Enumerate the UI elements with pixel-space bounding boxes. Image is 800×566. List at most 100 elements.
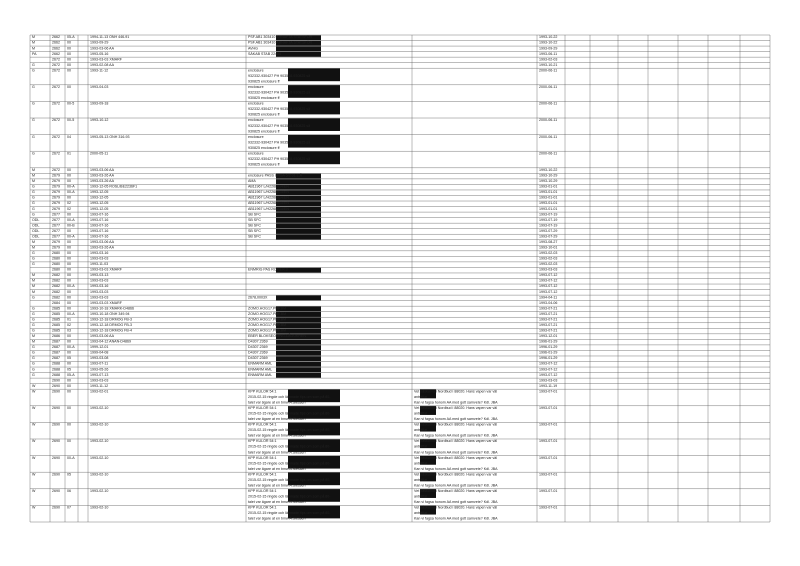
cell-text: 1993-09-29 [539,46,557,50]
cell-text: 02 [67,207,71,211]
cell-text: Kan vi fagsa honom AA med gott samvete? … [414,434,498,438]
cell-text: talet var ägare at en bmw A.Siessen [248,517,306,521]
cell-text: 2690 [52,456,60,460]
cell-text: G [32,201,35,205]
cell-text: 00 [67,406,71,410]
cell-text: 1996-01-29 [539,345,557,349]
cell-text: talet var ägare at en bmw A.Siessen [248,434,306,438]
cell-text: D4307.2369 [248,345,268,349]
cell-text: W [32,456,36,460]
cell-text: 00-A [67,345,75,349]
cell-text: G [32,295,35,299]
redaction [276,51,321,57]
cell-text: Kan vi fagsa honom AA med gott samvete? … [414,450,498,454]
cell-text: 2662 [52,35,60,39]
cell-text: Vet påskurna i Nordbud i 88020. Hans vap… [414,472,497,476]
cell-text: 2688 [52,373,60,377]
cell-text: AB11967 L/H226L/G4/EN [248,185,289,189]
cell-text: 1993-02-10 [90,489,108,493]
cell-text: 2680 [52,251,60,255]
cell-text: PA [32,52,37,56]
cell-text: anträffat [414,461,427,465]
cell-text: 2690 [52,384,60,388]
cell-text: 1993-01-01 [539,201,557,205]
cell-text: 00 [67,240,71,244]
cell-text: W [32,439,36,443]
redaction [420,505,436,515]
cell-text: 1993-10-22 [539,41,557,45]
cell-text: 1993-03-03 XMARF [90,57,123,61]
cell-text: 1993-01-01 [539,196,557,200]
cell-text: 2015-02-15 ringde och lämnade tips om so… [248,412,331,416]
cell-text: ODL [32,223,39,227]
cell-text: 2687 [52,345,60,349]
cell-text: SÄKAB STAB 22466 [248,52,281,56]
cell-text: 2679 [52,246,60,250]
cell-text: 00 [67,340,71,344]
cell-text: 1993-03-08 [90,356,108,360]
cell-text: 2690 [52,489,60,493]
cell-text: enclosure [248,102,264,106]
cell-text: anträffat [414,395,427,399]
cell-text: 1993-07-12 [539,373,557,377]
cell-text: ENMARM AML [248,373,272,377]
cell-text: 1993-07-01 [539,389,557,393]
cell-text: 1994-11-13 ONH 446-91 [90,35,129,39]
cell-text: 2677 [52,229,60,233]
cell-text: AVHG [248,46,258,50]
cell-text: 930825 enclosure ff [248,146,280,150]
cell-text: 1996-01-29 [539,351,557,355]
cell-text: 2687 [52,340,60,344]
cell-text: 1993-07-21 [539,317,557,321]
cell-text: 2690 [52,439,60,443]
cell-text: G [32,362,35,366]
cell-text: 1993-01-01 [539,207,557,211]
cell-text: 1993-07-12 [539,362,557,366]
cell-text: 1993-02-03 [539,257,557,261]
cell-text: 2672 [52,118,60,122]
cell-text: 1993-06-11 [539,52,557,56]
cell-text: M [32,284,35,288]
cell-text: 1993-11-03 [90,262,108,266]
cell-text: 1993-04-12 ANAN-D4869 [90,340,131,344]
cell-text: 1996-01-29 [539,340,557,344]
cell-text: 1993-07-12 [539,284,557,288]
cell-text: 2677 [52,212,60,216]
cell-text: 2672 [52,63,60,67]
cell-text: anträffat [414,495,427,499]
cell-text: SB SFC [248,223,261,227]
cell-text: KPP KULOR 54:1 [248,472,277,476]
cell-text: 1993-10-29 [539,179,557,183]
cell-text: 1999-04-08 [90,351,108,355]
cell-text: 1993-07-12 [539,279,557,283]
cell-text: 1993-12-05 [90,201,108,205]
cell-text: 05 [67,356,71,360]
cell-text: 1993-07-29 [539,229,557,233]
cell-text: G [32,63,35,67]
cell-text: 00 [67,85,71,89]
cell-text: talet var ägare at en bmw A.Siessen [248,417,306,421]
cell-text: G [32,312,35,316]
cell-text: Kan vi fagsa honom AA med gott samvete? … [414,417,498,421]
cell-text: ODL [32,234,39,238]
cell-text: PSF.AB1 303410 ARNAFTA STATSFÖR [248,35,313,39]
cell-text: G [32,306,35,310]
redaction [288,68,340,82]
cell-text: 1993-03-03 [90,279,108,283]
cell-text: 2679 [52,207,60,211]
cell-text: 00 [67,262,71,266]
cell-text: 1993-07-16 [90,223,108,227]
cell-text: ENMARM AML [248,362,272,366]
cell-text: 1993-03-06 AA [90,168,115,172]
redaction [276,350,321,356]
cell-text: 00 [67,52,71,56]
cell-text: G [32,118,35,122]
cell-text: anträffat [414,445,427,449]
cell-text: 1993-01-01 [539,190,557,194]
redaction [288,422,340,436]
cell-text: 2690 [52,472,60,476]
cell-text: 2680 [52,262,60,266]
cell-text: 2000-06-11 [539,118,557,122]
cell-text: 00-A [67,312,75,316]
cell-text: 00 [67,334,71,338]
